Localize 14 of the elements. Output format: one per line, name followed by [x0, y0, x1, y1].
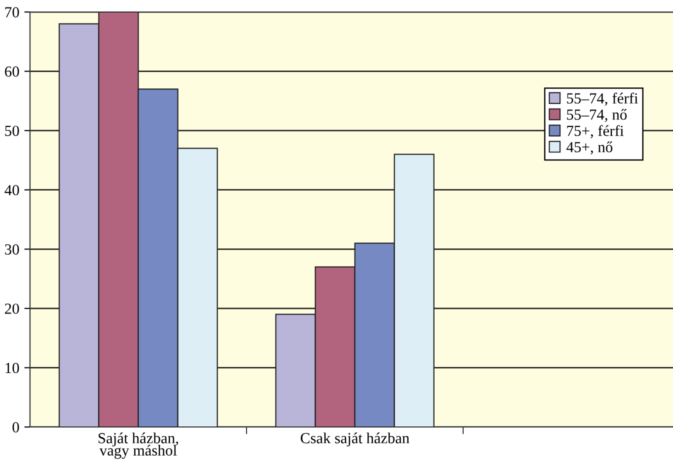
legend-label: 55–74, férfi: [567, 92, 638, 106]
y-tick-label: 10: [6, 362, 19, 374]
y-tick-label: 60: [4, 66, 19, 77]
y-tick-label: 50: [5, 126, 19, 136]
y-tick-label: 20: [4, 304, 19, 314]
x-tick-label: Saját házban, vagy máshol: [98, 432, 178, 459]
legend-label: 55–74, nő: [567, 109, 627, 122]
legend-label: 75+, férfi: [567, 125, 624, 138]
x-tick-label: Csak saját házban: [300, 432, 410, 446]
y-tick-label: 30: [5, 244, 19, 255]
legend-label: 45+, nő: [566, 142, 612, 154]
y-tick-label: 40: [4, 185, 19, 196]
y-tick-label: 70: [5, 7, 19, 18]
y-tick-label: 0: [12, 422, 19, 432]
